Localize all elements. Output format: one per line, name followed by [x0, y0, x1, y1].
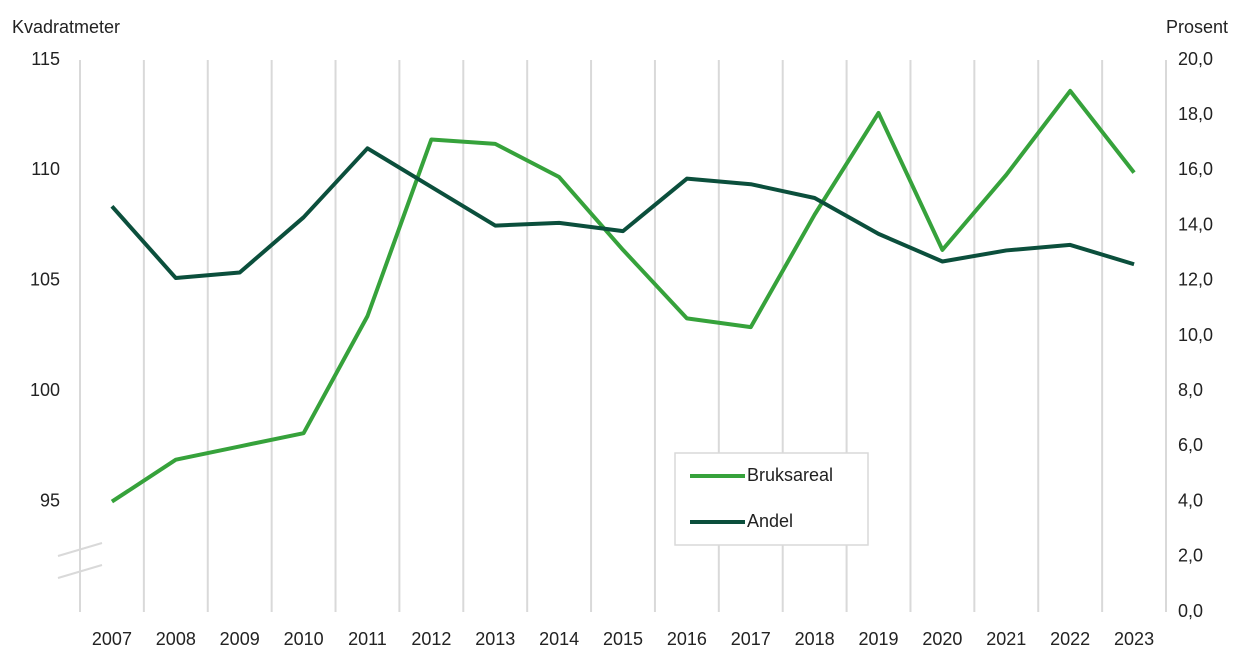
y2-tick-label: 4,0 — [1178, 490, 1203, 510]
y-tick-label: 110 — [31, 159, 60, 179]
y2-tick-label: 6,0 — [1178, 435, 1203, 455]
x-tick-label: 2007 — [92, 629, 132, 649]
x-tick-label: 2014 — [539, 629, 579, 649]
x-tick-label: 2015 — [603, 629, 643, 649]
line — [110, 88, 1136, 504]
y-tick-label: 105 — [30, 270, 60, 290]
legend-box — [674, 452, 869, 546]
legend-label: Andel — [747, 511, 793, 531]
x-tick-label: 2020 — [922, 629, 962, 649]
line — [110, 146, 1135, 281]
y-tick-label: 115 — [31, 49, 60, 69]
y2-tick-label: 18,0 — [1178, 104, 1213, 124]
y-axis-title: Kvadratmeter — [12, 17, 120, 37]
x-tick-label: 2010 — [284, 629, 324, 649]
x-tick-label: 2018 — [795, 629, 835, 649]
x-tick-label: 2011 — [348, 629, 387, 649]
x-tick-label: 2008 — [156, 629, 196, 649]
x-tick-label: 2022 — [1050, 629, 1090, 649]
x-tick-label: 2013 — [475, 629, 515, 649]
legend-label: Bruksareal — [747, 465, 833, 485]
y2-tick-label: 0,0 — [1178, 601, 1203, 621]
x-tick-label: 2012 — [411, 629, 451, 649]
y2-tick-label: 16,0 — [1178, 159, 1213, 179]
x-tick-label: 2016 — [667, 629, 707, 649]
y2-tick-label: 10,0 — [1178, 325, 1213, 345]
x-tick-label: 2021 — [986, 629, 1026, 649]
y2-tick-label: 12,0 — [1178, 270, 1213, 290]
x-tick-label: 2009 — [220, 629, 260, 649]
y-tick-label: 100 — [30, 380, 60, 400]
y-tick-label: 95 — [40, 490, 60, 510]
y2-tick-label: 2,0 — [1178, 546, 1203, 566]
y2-tick-label: 14,0 — [1178, 214, 1213, 234]
y2-tick-label: 20,0 — [1178, 49, 1213, 69]
x-tick-label: 2023 — [1114, 629, 1154, 649]
y2-tick-label: 8,0 — [1178, 380, 1203, 400]
x-tick-label: 2019 — [859, 629, 899, 649]
y2-axis-title: Prosent — [1166, 17, 1228, 37]
x-tick-label: 2017 — [731, 629, 771, 649]
